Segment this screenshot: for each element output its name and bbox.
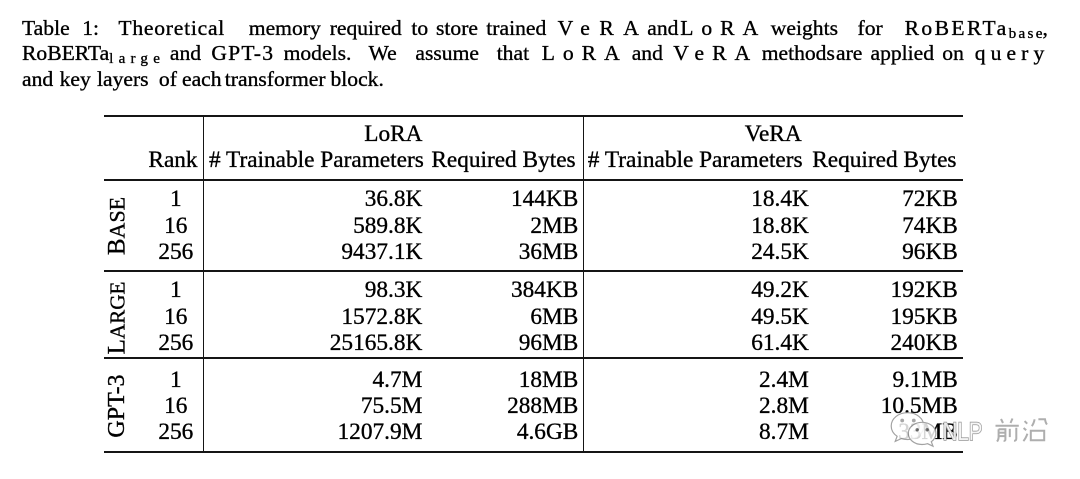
- svg-text:NLP: NLP: [943, 418, 983, 446]
